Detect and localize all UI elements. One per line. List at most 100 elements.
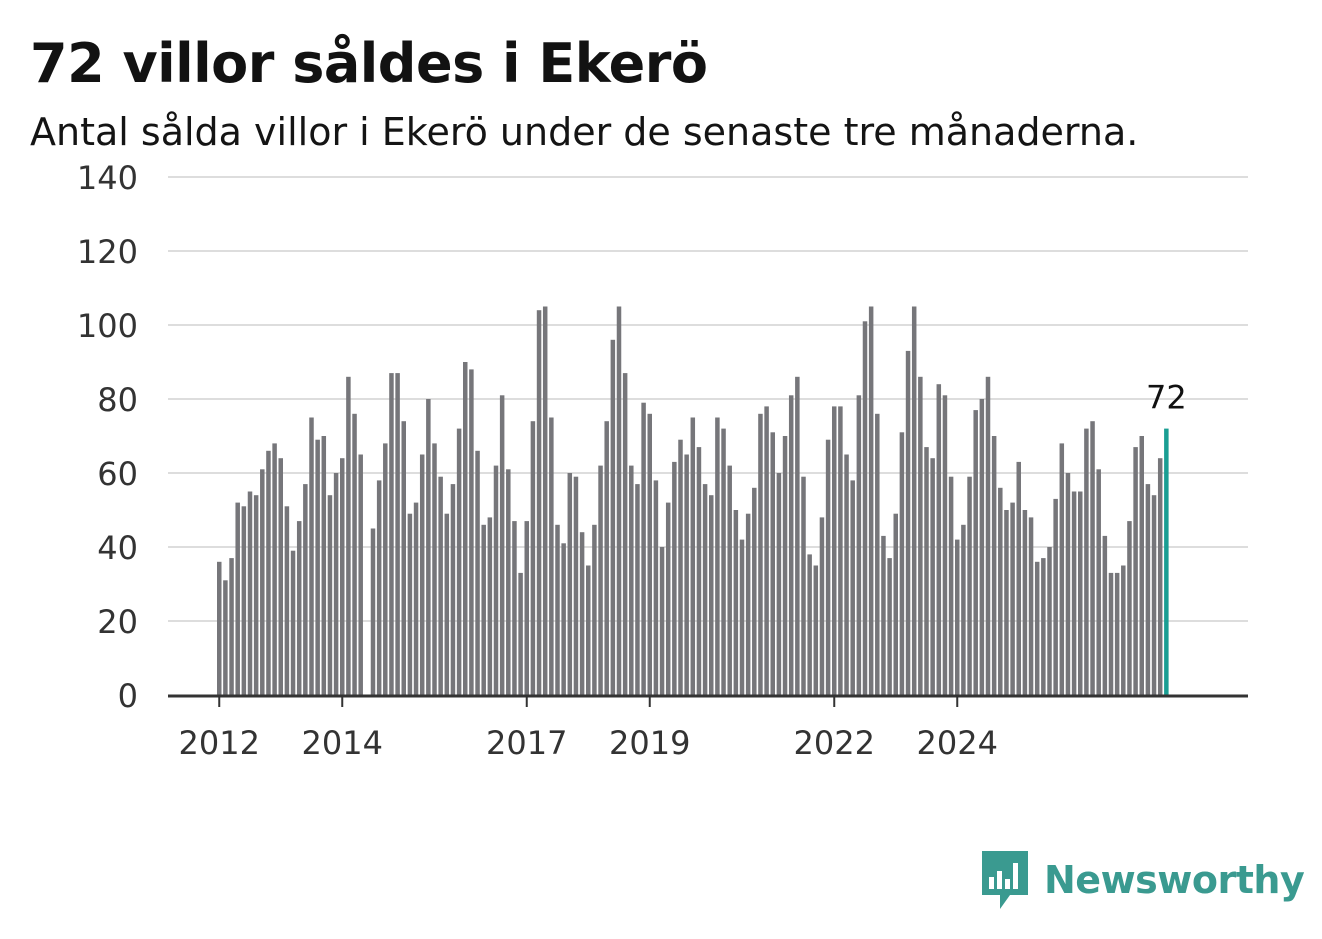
bar <box>290 550 296 695</box>
bar <box>764 406 769 695</box>
bar <box>1108 572 1114 695</box>
bar <box>622 373 628 695</box>
bar <box>278 458 283 695</box>
bar <box>475 450 480 695</box>
bar <box>899 432 905 695</box>
bar <box>481 524 486 695</box>
bar <box>924 447 929 695</box>
bar <box>346 376 351 695</box>
bar <box>1139 436 1144 695</box>
bar <box>715 417 720 695</box>
bar <box>610 339 616 695</box>
x-tick-label: 2024 <box>917 724 998 762</box>
bar <box>665 502 671 695</box>
bar <box>979 399 985 695</box>
bar <box>592 524 597 695</box>
bar <box>770 432 775 695</box>
y-tick-label: 40 <box>97 529 138 567</box>
bar <box>832 406 837 695</box>
bar <box>542 306 548 695</box>
bar <box>893 513 898 695</box>
bar <box>253 495 259 695</box>
bar <box>303 484 308 695</box>
bar <box>733 510 739 695</box>
bar <box>973 410 978 695</box>
bar <box>961 524 966 695</box>
y-tick-label: 140 <box>77 159 138 197</box>
bar <box>918 376 923 695</box>
brand-name: Newsworthy <box>1044 858 1305 902</box>
bar <box>1133 447 1138 695</box>
x-tick-label: 2022 <box>794 724 875 762</box>
bar <box>745 513 751 695</box>
bar <box>838 406 843 695</box>
bar <box>530 421 536 695</box>
bar <box>967 476 972 695</box>
bar <box>229 558 234 695</box>
bar <box>567 473 573 695</box>
bar <box>776 473 782 695</box>
bar <box>1034 561 1040 695</box>
bar <box>911 306 917 695</box>
bar <box>616 306 622 695</box>
bar <box>241 506 247 695</box>
chart-title: 72 villor såldes i Ekerö <box>30 32 708 95</box>
bar <box>672 461 677 695</box>
bar <box>493 465 499 695</box>
bar <box>955 539 960 695</box>
bar <box>413 502 419 695</box>
bar <box>598 465 603 695</box>
bar <box>340 458 345 695</box>
bar <box>296 521 302 695</box>
y-tick-label: 60 <box>97 455 138 493</box>
x-axis <box>168 694 1248 707</box>
bar <box>247 491 253 695</box>
bar <box>690 417 696 695</box>
bar <box>309 417 314 695</box>
bar <box>463 362 468 695</box>
bar <box>936 384 942 695</box>
x-tick-label: 2014 <box>302 724 383 762</box>
bar <box>696 447 702 695</box>
bar <box>1016 461 1021 695</box>
bar <box>881 535 886 695</box>
bar <box>985 376 991 695</box>
bar <box>1047 547 1052 695</box>
bar <box>573 476 579 695</box>
bar <box>604 421 609 695</box>
bar <box>635 484 640 695</box>
bar <box>352 413 357 695</box>
bar <box>260 469 265 695</box>
bar <box>512 521 517 695</box>
bar <box>370 528 376 695</box>
bar <box>721 428 726 695</box>
bar <box>1127 521 1132 695</box>
bar <box>1010 502 1015 695</box>
bar <box>358 454 363 695</box>
bar <box>549 417 554 695</box>
bar <box>629 465 634 695</box>
bar <box>991 436 997 695</box>
bar <box>1121 565 1126 695</box>
bar <box>1096 469 1101 695</box>
bar <box>1102 535 1108 695</box>
bar <box>1114 572 1120 695</box>
bar <box>432 443 437 695</box>
bar <box>1157 458 1163 695</box>
bar <box>819 517 825 695</box>
bar <box>407 513 413 695</box>
bar <box>217 561 222 695</box>
bar <box>795 376 800 695</box>
bar <box>887 558 892 695</box>
bar <box>1004 510 1009 695</box>
bar <box>942 395 948 695</box>
bar <box>586 565 591 695</box>
y-tick-label: 100 <box>77 307 138 345</box>
bar <box>752 487 757 695</box>
bar <box>801 476 806 695</box>
bar <box>709 495 714 695</box>
bar <box>930 458 935 695</box>
bar <box>579 532 585 695</box>
bar <box>739 539 745 695</box>
bar <box>1145 484 1151 695</box>
